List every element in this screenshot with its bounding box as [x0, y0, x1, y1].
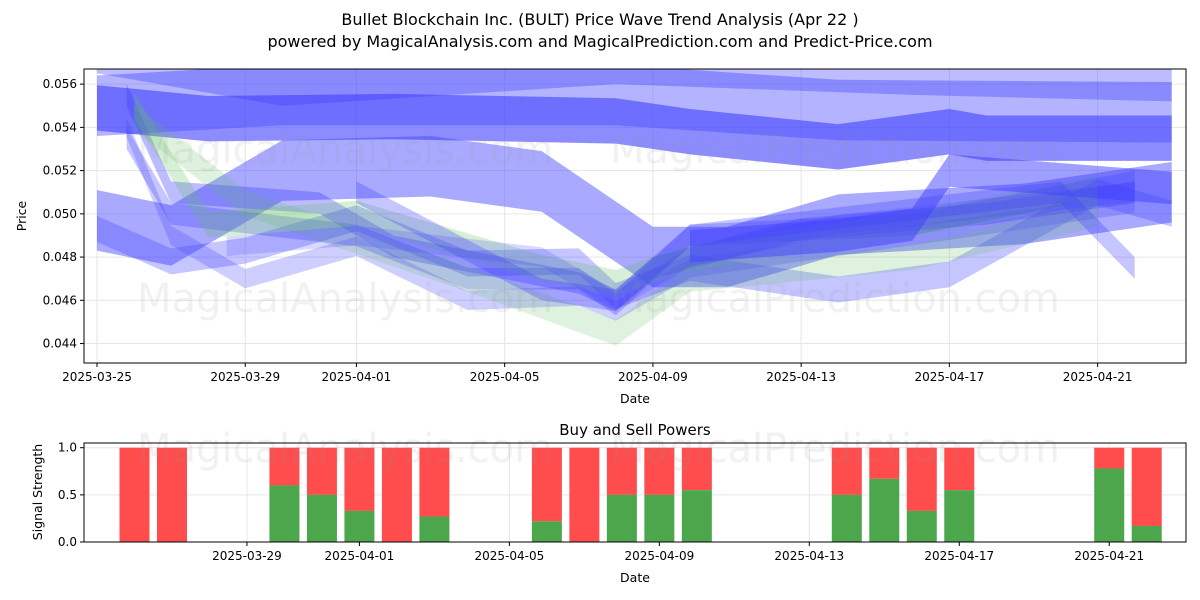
power-y-tick-label: 1.0 — [58, 441, 77, 455]
power-x-tick-label: 2025-04-13 — [774, 549, 844, 563]
price-y-tick-label: 0.048 — [43, 250, 77, 264]
price-x-tick-label: 2025-04-09 — [618, 370, 688, 384]
watermark-mid-right: MagicalPrediction.com — [610, 276, 1060, 322]
buy-power-bar — [644, 494, 675, 542]
price-y-tick-label: 0.046 — [43, 293, 77, 307]
price-x-tick-label: 2025-04-17 — [915, 370, 985, 384]
watermark-top-left: MagicalAnalysis.com — [137, 127, 553, 173]
bands-clip — [97, 69, 1172, 346]
price-y-tick-label: 0.056 — [43, 77, 77, 91]
power-x-tick-label: 2025-04-17 — [924, 549, 994, 563]
sell-power-bar — [681, 447, 712, 491]
power-x-tick-label: 2025-04-05 — [475, 549, 545, 563]
buy-power-bar — [606, 494, 637, 542]
wave-band-4 — [97, 179, 1172, 309]
wave-band-12 — [690, 154, 1172, 263]
sell-power-bar — [419, 447, 450, 517]
price-x-tick-label: 2025-03-29 — [210, 370, 280, 384]
sell-power-bar — [944, 447, 975, 491]
wave-band-0 — [97, 85, 1172, 170]
buy-power-bar — [944, 490, 975, 542]
price-x-label: Date — [620, 391, 650, 406]
watermark-top-right: MagicalPrediction.com — [610, 127, 1060, 173]
wave-band-1 — [97, 69, 1172, 143]
power-bars — [119, 447, 1162, 542]
power-chart: Buy and Sell Powers MagicalAnalysis.com … — [30, 421, 1187, 585]
sell-power-bar — [306, 447, 337, 495]
power-x-ticks: 2025-03-29 2025-04-01 2025-04-05 2025-04-09… — [212, 542, 1144, 563]
sell-power-bar — [156, 447, 187, 542]
power-x-tick-label: 2025-04-01 — [325, 549, 395, 563]
chart-subtitle: powered by MagicalAnalysis.com and Magic… — [267, 32, 932, 51]
sell-power-bar — [381, 447, 412, 542]
price-wave-bands — [97, 69, 1172, 346]
watermark-bottom-right: MagicalPrediction.com — [610, 426, 1060, 472]
sell-power-bar — [869, 447, 900, 479]
wave-band-9 — [134, 103, 1098, 346]
price-x-tick-label: 2025-03-25 — [62, 370, 132, 384]
watermark-mid-left: MagicalAnalysis.com — [137, 276, 553, 322]
buy-power-bar — [306, 494, 337, 542]
price-chart: MagicalAnalysis.com MagicalPrediction.co… — [14, 68, 1187, 406]
price-x-ticks: 2025-03-25 2025-03-29 2025-04-01 2025-04-05… — [62, 363, 1132, 384]
power-x-tick-label: 2025-03-29 — [212, 549, 282, 563]
price-y-label: Price — [14, 200, 29, 231]
buy-power-bar — [831, 494, 862, 542]
buy-power-bar — [906, 510, 937, 542]
wave-band-11 — [356, 181, 1135, 312]
buy-power-bar — [344, 510, 375, 542]
sell-power-bar — [531, 447, 562, 522]
sell-power-bar — [831, 447, 862, 495]
sell-power-bar — [1094, 447, 1125, 469]
buy-power-bar — [1131, 525, 1162, 542]
wave-band-6 — [126, 127, 1135, 316]
sell-power-bar — [606, 447, 637, 495]
sell-power-bar — [906, 447, 937, 511]
price-y-tick-label: 0.050 — [43, 207, 77, 221]
wave-band-2 — [97, 69, 1172, 106]
sell-power-bar — [119, 447, 150, 542]
price-x-tick-label: 2025-04-21 — [1063, 370, 1133, 384]
buy-power-bar — [1094, 468, 1125, 542]
sell-power-bar — [344, 447, 375, 511]
sell-power-bar — [644, 447, 675, 495]
buy-power-bar — [869, 478, 900, 542]
power-y-ticks: 0.0 0.5 1.0 — [58, 441, 84, 549]
sell-power-bar — [1131, 447, 1162, 526]
wave-band-3 — [97, 136, 1172, 288]
price-y-ticks: 0.044 0.046 0.048 0.050 0.052 0.054 0.056 — [43, 77, 84, 351]
power-x-tick-label: 2025-04-09 — [624, 549, 694, 563]
price-y-tick-label: 0.054 — [43, 120, 77, 134]
price-y-tick-label: 0.052 — [43, 164, 77, 178]
price-x-tick-label: 2025-04-13 — [766, 370, 836, 384]
sell-power-bar — [569, 447, 600, 542]
chart-title: Bullet Blockchain Inc. (BULT) Price Wave… — [341, 10, 858, 29]
price-x-tick-label: 2025-04-01 — [322, 370, 392, 384]
buy-power-bar — [269, 485, 300, 542]
wave-band-5 — [126, 84, 1135, 312]
watermark-bottom-left: MagicalAnalysis.com — [137, 426, 553, 472]
power-plot-border — [83, 442, 1187, 543]
power-x-tick-label: 2025-04-21 — [1074, 549, 1144, 563]
power-x-label: Date — [620, 570, 650, 585]
power-chart-title: Buy and Sell Powers — [559, 421, 711, 439]
power-y-tick-label: 0.0 — [58, 535, 77, 549]
power-y-tick-label: 0.5 — [58, 488, 77, 502]
price-y-tick-label: 0.044 — [43, 337, 77, 351]
buy-power-bar — [531, 521, 562, 542]
price-x-tick-label: 2025-04-05 — [470, 370, 540, 384]
price-plot-border — [83, 68, 1187, 364]
buy-power-bar — [419, 516, 450, 542]
sell-power-bar — [269, 447, 300, 486]
power-y-label: Signal Strength — [30, 444, 45, 540]
buy-power-bar — [681, 490, 712, 542]
